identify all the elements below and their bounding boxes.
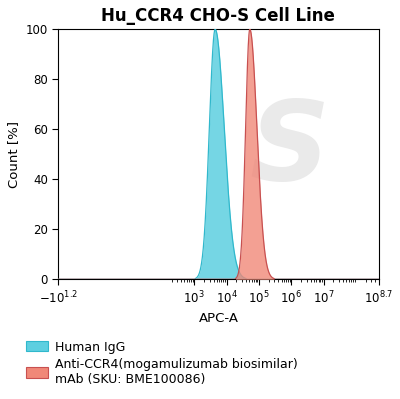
Title: Hu_CCR4 CHO-S Cell Line: Hu_CCR4 CHO-S Cell Line — [102, 7, 335, 25]
Text: S: S — [249, 96, 329, 203]
X-axis label: APC-A: APC-A — [198, 312, 238, 325]
Legend: Human IgG, Anti-CCR4(mogamulizumab biosimilar)
mAb (SKU: BME100086): Human IgG, Anti-CCR4(mogamulizumab biosi… — [26, 341, 298, 386]
Y-axis label: Count [%]: Count [%] — [7, 121, 20, 188]
